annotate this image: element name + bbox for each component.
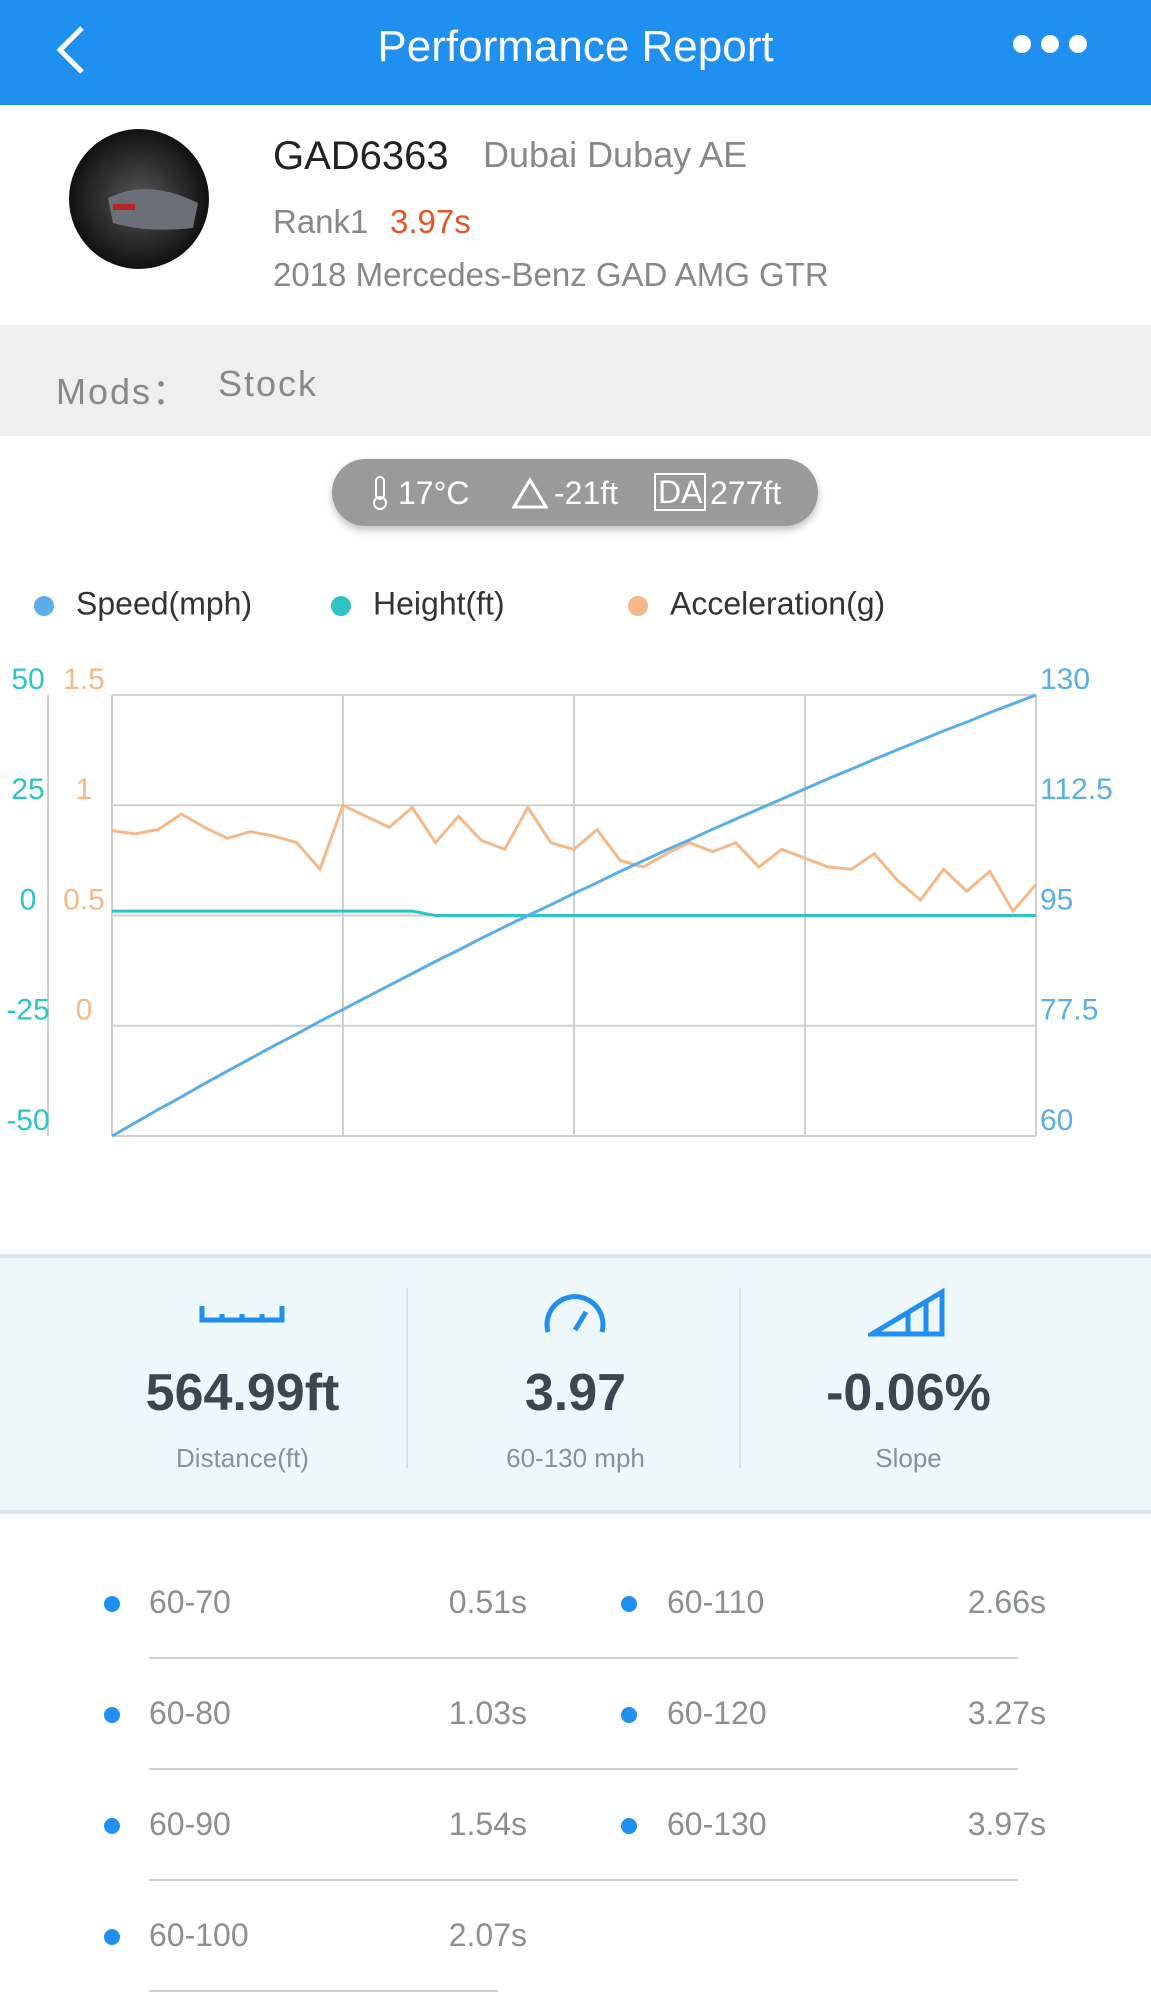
separator xyxy=(149,1657,1018,1659)
accel-tick-label: 1 xyxy=(76,773,93,806)
stat-label: Distance(ft) xyxy=(176,1443,309,1473)
temperature: 17°C xyxy=(398,475,470,511)
divider xyxy=(406,1288,408,1468)
split-label: 60-90 xyxy=(149,1806,231,1842)
height-tick-label: -25 xyxy=(6,994,49,1027)
more-button[interactable] xyxy=(1010,32,1090,56)
split-label: 60-120 xyxy=(667,1695,767,1731)
legend-label: Acceleration(g) xyxy=(670,585,885,621)
split-label: 60-70 xyxy=(149,1584,231,1620)
height-tick-label: 0 xyxy=(20,883,37,916)
split-dot xyxy=(621,1596,637,1612)
split-label: 60-100 xyxy=(149,1917,249,1953)
separator xyxy=(149,1879,1018,1881)
altitude: -21ft xyxy=(554,475,619,511)
accel-tick-label: 1.5 xyxy=(63,663,105,696)
altitude-icon xyxy=(512,477,548,509)
legend-dot xyxy=(628,596,648,616)
rank-label: Rank1 xyxy=(273,203,369,240)
mods-band: Mods： Stock xyxy=(0,325,1151,436)
da-value: 277ft xyxy=(710,475,782,511)
speed-tick-label: 77.5 xyxy=(1040,994,1098,1027)
split-time: 1.54s xyxy=(448,1806,527,1842)
mods-label: Mods： xyxy=(56,371,191,412)
split-label: 60-110 xyxy=(667,1584,765,1620)
split-time: 3.27s xyxy=(967,1695,1046,1731)
accel-tick-label: 0 xyxy=(76,994,93,1027)
slope-icon xyxy=(868,1288,945,1337)
back-button[interactable] xyxy=(50,22,90,82)
stat-label: Slope xyxy=(875,1443,942,1473)
split-label: 60-80 xyxy=(149,1695,231,1731)
location: Dubai Dubay AE xyxy=(483,134,748,175)
mods-value: Stock xyxy=(218,363,319,404)
speed-tick-label: 95 xyxy=(1040,883,1073,916)
stats-band: 564.99ft Distance(ft) 3.97 60-130 mph -0.06%… xyxy=(0,1254,1151,1514)
height-tick-label: 25 xyxy=(11,773,44,806)
conditions: 17°C -21ft DA 277ft xyxy=(332,459,818,526)
height-tick-label: 50 xyxy=(11,663,44,696)
split-time: 2.07s xyxy=(448,1917,527,1953)
speed-tick-label: 60 xyxy=(1040,1104,1073,1137)
splits: 60-70 0.51s 60-80 1.03s 60-90 1.54s 60-100 2.07… xyxy=(0,1560,1151,2000)
distance-icon xyxy=(199,1306,285,1323)
speed-icon xyxy=(544,1294,606,1333)
thermometer-icon xyxy=(373,476,387,510)
da-label: DA xyxy=(654,473,707,511)
split-dot xyxy=(621,1707,637,1723)
stat-value: 3.97 xyxy=(524,1364,627,1422)
divider xyxy=(739,1288,741,1468)
stat-label: 60-130 mph xyxy=(506,1443,645,1473)
car: 2018 Mercedes-Benz GAD AMG GTR xyxy=(273,256,829,293)
split-time: 0.51s xyxy=(448,1584,527,1620)
series-line xyxy=(111,693,1037,1138)
accel-tick-label: 0.5 xyxy=(63,883,105,916)
stat-value: 564.99ft xyxy=(145,1364,340,1422)
stat-value: -0.06% xyxy=(826,1364,991,1422)
avatar xyxy=(69,129,209,269)
legend-dot xyxy=(331,596,351,616)
series-line xyxy=(111,803,1038,914)
split-label: 60-130 xyxy=(667,1806,767,1842)
split-dot xyxy=(104,1596,120,1612)
series-line xyxy=(112,909,1036,917)
speed-tick-label: 130 xyxy=(1040,663,1090,696)
split-time: 1.03s xyxy=(448,1695,527,1731)
chart: Speed(mph) Height(ft) Acceleration(g) -50 -2… xyxy=(6,585,1113,1138)
legend-label: Speed(mph) xyxy=(76,585,252,621)
legend-dot xyxy=(34,596,54,616)
separator xyxy=(149,1990,498,1992)
speed-tick-label: 112.5 xyxy=(1040,773,1113,806)
separator xyxy=(149,1768,1018,1770)
split-time: 3.97s xyxy=(967,1806,1046,1842)
nav-bar: Performance Report xyxy=(0,0,1151,105)
split-dot xyxy=(104,1929,120,1945)
plate: GAD6363 xyxy=(273,134,449,178)
legend-label: Height(ft) xyxy=(373,585,505,621)
split-dot xyxy=(621,1818,637,1834)
height-tick-label: -50 xyxy=(6,1104,49,1137)
split-dot xyxy=(104,1818,120,1834)
rank-time: 3.97s xyxy=(390,203,471,240)
title: Performance Report xyxy=(377,22,774,71)
split-time: 2.66s xyxy=(967,1584,1046,1620)
split-dot xyxy=(104,1707,120,1723)
